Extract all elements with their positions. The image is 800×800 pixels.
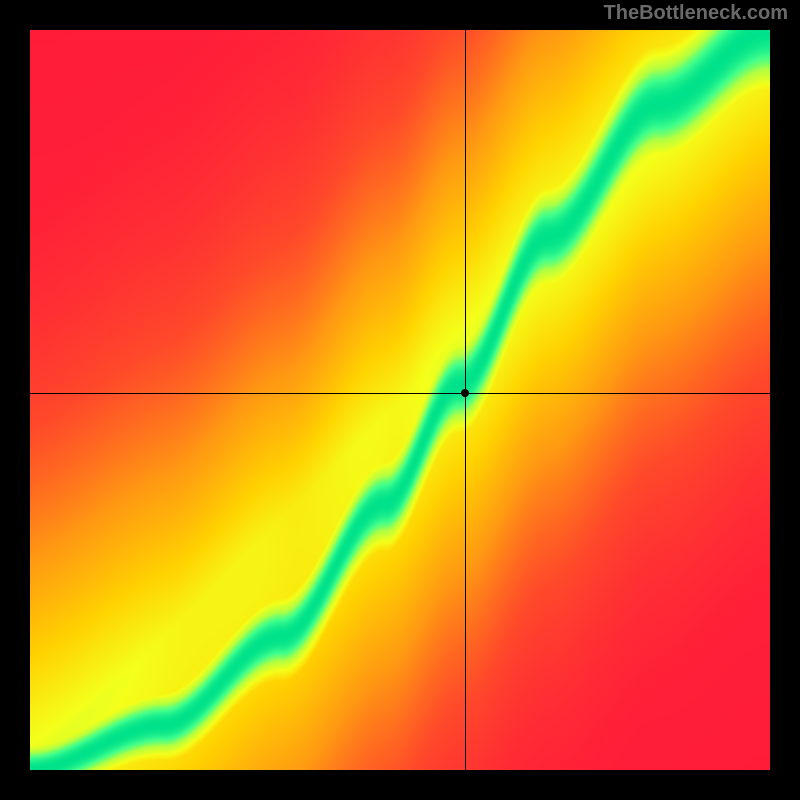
crosshair-vertical	[465, 30, 466, 770]
crosshair-horizontal	[30, 393, 770, 394]
plot-area	[30, 30, 770, 770]
crosshair-marker	[461, 389, 469, 397]
heatmap-canvas	[30, 30, 770, 770]
root: TheBottleneck.com	[0, 0, 800, 800]
watermark-text: TheBottleneck.com	[604, 2, 788, 25]
